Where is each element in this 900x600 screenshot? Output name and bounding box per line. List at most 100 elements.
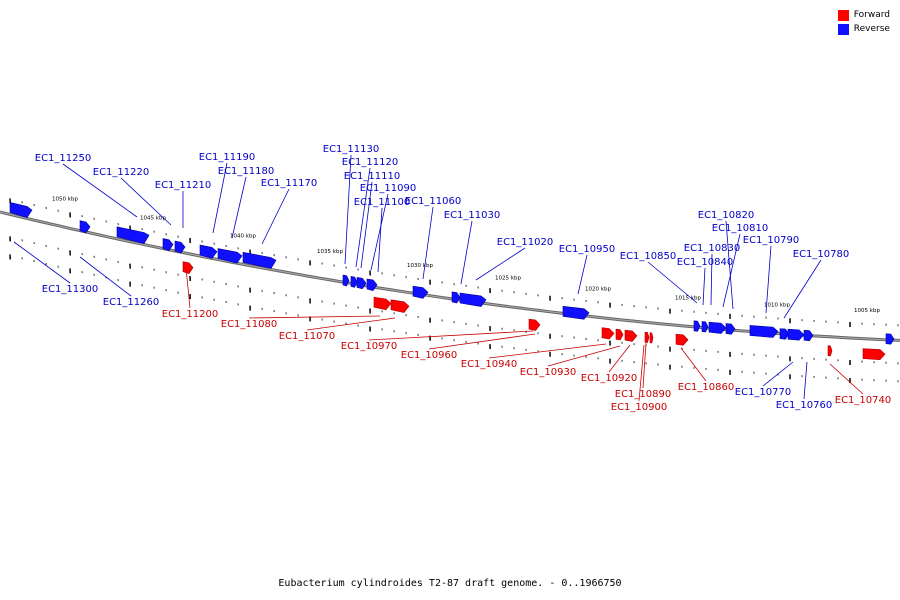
- reverse-gene-label: EC1_11100: [354, 197, 410, 208]
- reverse-gene-arrow: [412, 285, 429, 299]
- forward-gene-label: EC1_11080: [221, 319, 277, 330]
- reverse-gene-label: EC1_11170: [261, 178, 317, 189]
- forward-gene-leader: [368, 330, 534, 341]
- reverse-gene-leader: [13, 241, 71, 284]
- reverse-gene-arrow: [217, 248, 243, 264]
- reverse-gene-leader: [803, 361, 808, 400]
- scale-label: 1005 kbp: [854, 308, 880, 314]
- forward-gene-arrow: [182, 261, 194, 274]
- reverse-gene-arrow: [451, 291, 461, 304]
- reverse-gene-arrow: [562, 305, 590, 320]
- reverse-gene-leader: [261, 188, 290, 245]
- reverse-gene-label: EC1_10770: [735, 387, 791, 398]
- forward-gene-leader: [306, 317, 396, 331]
- reverse-gene-label: EC1_10790: [743, 235, 799, 246]
- scale-label: 1035 kbp: [317, 249, 343, 255]
- forward-gene-arrow: [624, 329, 638, 342]
- reverse-gene-label: EC1_10820: [698, 210, 754, 221]
- forward-gene-label: EC1_10890: [615, 389, 671, 400]
- genome-caption: Eubacterium cylindroides T2-87 draft gen…: [278, 578, 622, 589]
- reverse-gene-label: EC1_11090: [360, 183, 416, 194]
- forward-gene-label: EC1_10960: [401, 350, 457, 361]
- forward-gene-label: EC1_10900: [611, 402, 667, 413]
- reverse-gene-label: EC1_11030: [444, 210, 500, 221]
- forward-gene-arrow: [373, 296, 392, 311]
- reverse-gene-label: EC1_10950: [559, 244, 615, 255]
- legend-forward-label: Forward: [853, 10, 890, 20]
- forward-gene-leader: [680, 347, 707, 382]
- forward-gene-arrow: [644, 331, 650, 343]
- reverse-gene-arrow: [459, 292, 487, 307]
- reverse-gene-arrow: [174, 240, 186, 254]
- forward-gene-arrow: [601, 327, 615, 340]
- reverse-gene-leader: [231, 176, 247, 239]
- forward-gene-label: EC1_10970: [341, 341, 397, 352]
- forward-gene-leader: [829, 363, 864, 395]
- reverse-gene-label: EC1_11120: [342, 157, 398, 168]
- forward-swatch: [837, 9, 849, 21]
- forward-gene-label: EC1_11200: [162, 309, 218, 320]
- reverse-gene-arrow: [708, 321, 727, 334]
- reverse-gene-leader: [344, 154, 352, 265]
- reverse-gene-arrow: [9, 202, 33, 218]
- reverse-gene-arrow: [749, 325, 779, 338]
- reverse-gene-arrow: [803, 329, 814, 342]
- reverse-gene-leader: [360, 181, 373, 269]
- reverse-gene-arrow: [356, 277, 367, 290]
- scale-label: 1025 kbp: [495, 276, 521, 282]
- reverse-gene-label: EC1_11180: [218, 166, 274, 177]
- forward-gene-label: EC1_10740: [835, 395, 891, 406]
- reverse-gene-leader: [722, 233, 741, 308]
- reverse-swatch: [837, 23, 849, 35]
- forward-gene-arrow: [862, 348, 886, 361]
- legend-forward: Forward: [837, 8, 890, 22]
- reverse-gene-leader: [762, 361, 794, 387]
- forward-gene-arrow: [675, 333, 689, 346]
- reverse-gene-label: EC1_10850: [620, 251, 676, 262]
- forward-gene-leader: [428, 333, 536, 350]
- scale-label: 1040 kbp: [230, 233, 256, 239]
- reverse-gene-leader: [212, 162, 228, 234]
- scale-label: 1050 kbp: [52, 196, 78, 202]
- legend-reverse-label: Reverse: [853, 24, 890, 34]
- reverse-gene-label: EC1_11110: [344, 171, 400, 182]
- legend: Forward Reverse: [837, 8, 890, 36]
- reverse-gene-arrow: [199, 244, 218, 259]
- reverse-gene-label: EC1_11300: [42, 284, 98, 295]
- reverse-gene-leader: [370, 193, 389, 271]
- reverse-gene-label: EC1_11130: [323, 144, 379, 155]
- reverse-gene-label: EC1_10780: [793, 249, 849, 260]
- reverse-gene-arrow: [787, 328, 805, 341]
- reverse-gene-arrow: [350, 276, 358, 288]
- forward-gene-label: EC1_11070: [279, 331, 335, 342]
- reverse-gene-arrow: [366, 278, 378, 291]
- reverse-gene-label: EC1_11020: [497, 237, 553, 248]
- reverse-gene-label: EC1_10840: [677, 257, 733, 268]
- reverse-gene-arrow: [725, 323, 736, 335]
- reverse-gene-leader: [62, 163, 138, 218]
- scale-label: 1020 kbp: [585, 286, 611, 292]
- scale-label: 1015 kbp: [675, 295, 701, 301]
- reverse-gene-leader: [765, 245, 772, 314]
- forward-gene-arrow: [615, 328, 624, 341]
- reverse-gene-leader: [377, 207, 383, 273]
- gene-features: [9, 202, 895, 361]
- reverse-gene-label: EC1_11260: [103, 297, 159, 308]
- forward-gene-label: EC1_10860: [678, 382, 734, 393]
- scale-label: 1010 kbp: [764, 302, 790, 308]
- reverse-gene-leader: [783, 259, 822, 319]
- scale-label: 1045 kbp: [140, 216, 166, 222]
- forward-gene-label: EC1_10940: [461, 359, 517, 370]
- reverse-gene-label: EC1_11220: [93, 167, 149, 178]
- forward-gene-leader: [185, 267, 191, 309]
- forward-gene-leader: [638, 344, 645, 402]
- forward-gene-leader: [488, 343, 607, 359]
- reverse-gene-arrow: [885, 333, 895, 345]
- forward-gene-arrow: [827, 345, 833, 357]
- reverse-gene-arrow: [779, 328, 790, 340]
- reverse-gene-arrow: [162, 238, 174, 251]
- reverse-gene-leader: [647, 261, 698, 304]
- reverse-gene-leader: [710, 253, 713, 306]
